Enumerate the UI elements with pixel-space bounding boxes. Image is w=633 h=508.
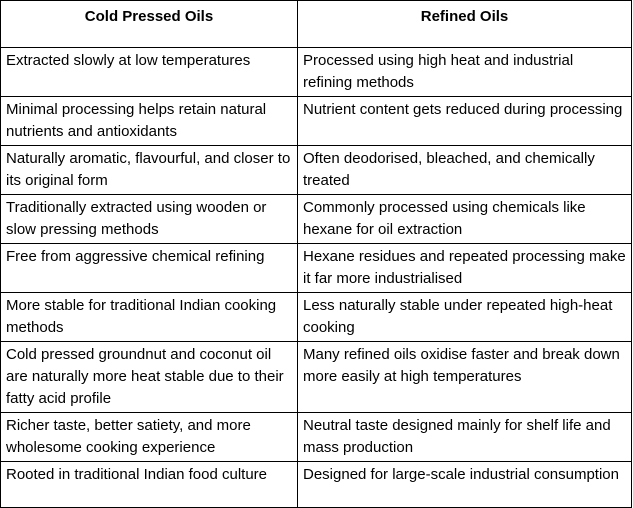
cold-pressed-cell: Richer taste, better satiety, and more w… xyxy=(0,412,298,462)
cold-pressed-cell: Cold pressed groundnut and coconut oil a… xyxy=(0,341,298,413)
cold-pressed-cell: More stable for traditional Indian cooki… xyxy=(0,292,298,342)
cold-pressed-cell: Minimal processing helps retain natural … xyxy=(0,96,298,146)
cold-pressed-cell: Traditionally extracted using wooden or … xyxy=(0,194,298,244)
column-header-cold-pressed: Cold Pressed Oils xyxy=(0,0,298,48)
table-row: More stable for traditional Indian cooki… xyxy=(0,292,632,342)
table-row: Richer taste, better satiety, and more w… xyxy=(0,412,632,462)
refined-cell: Often deodorised, bleached, and chemical… xyxy=(297,145,632,195)
refined-cell: Processed using high heat and industrial… xyxy=(297,47,632,97)
refined-cell: Hexane residues and repeated processing … xyxy=(297,243,632,293)
table-row: Free from aggressive chemical refining H… xyxy=(0,243,632,293)
table-header-row: Cold Pressed Oils Refined Oils xyxy=(0,0,632,48)
cold-pressed-cell: Rooted in traditional Indian food cultur… xyxy=(0,461,298,508)
table-row: Naturally aromatic, flavourful, and clos… xyxy=(0,145,632,195)
column-header-refined: Refined Oils xyxy=(297,0,632,48)
table-row: Cold pressed groundnut and coconut oil a… xyxy=(0,341,632,413)
refined-cell: Commonly processed using chemicals like … xyxy=(297,194,632,244)
table-row: Traditionally extracted using wooden or … xyxy=(0,194,632,244)
cold-pressed-cell: Naturally aromatic, flavourful, and clos… xyxy=(0,145,298,195)
table-row: Extracted slowly at low temperatures Pro… xyxy=(0,47,632,97)
refined-cell: Less naturally stable under repeated hig… xyxy=(297,292,632,342)
refined-cell: Nutrient content gets reduced during pro… xyxy=(297,96,632,146)
cold-pressed-cell: Extracted slowly at low temperatures xyxy=(0,47,298,97)
table-row: Minimal processing helps retain natural … xyxy=(0,96,632,146)
cold-pressed-cell: Free from aggressive chemical refining xyxy=(0,243,298,293)
refined-cell: Designed for large-scale industrial cons… xyxy=(297,461,632,508)
refined-cell: Many refined oils oxidise faster and bre… xyxy=(297,341,632,413)
table-row: Rooted in traditional Indian food cultur… xyxy=(0,461,632,508)
refined-cell: Neutral taste designed mainly for shelf … xyxy=(297,412,632,462)
